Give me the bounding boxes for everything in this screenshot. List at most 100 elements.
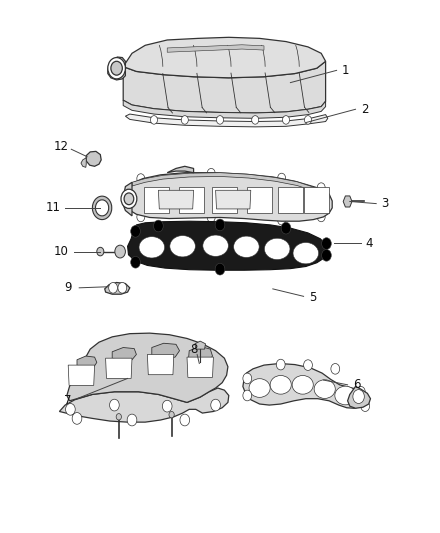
- Circle shape: [150, 116, 158, 124]
- Text: 5: 5: [309, 291, 316, 304]
- Circle shape: [115, 245, 125, 258]
- Ellipse shape: [234, 236, 259, 257]
- Text: 8: 8: [190, 343, 197, 356]
- Circle shape: [72, 413, 82, 424]
- Circle shape: [317, 183, 325, 192]
- Text: 2: 2: [361, 103, 369, 116]
- Circle shape: [118, 282, 127, 293]
- Text: 11: 11: [45, 201, 60, 214]
- Circle shape: [353, 390, 364, 403]
- Ellipse shape: [314, 379, 335, 399]
- Polygon shape: [128, 221, 326, 270]
- Polygon shape: [124, 173, 332, 221]
- Polygon shape: [77, 356, 97, 369]
- Circle shape: [169, 411, 174, 418]
- Circle shape: [162, 400, 172, 412]
- Polygon shape: [167, 166, 194, 173]
- Circle shape: [124, 193, 134, 205]
- Polygon shape: [212, 187, 237, 213]
- Circle shape: [215, 263, 225, 275]
- Ellipse shape: [270, 375, 291, 394]
- Text: 6: 6: [352, 378, 360, 391]
- Circle shape: [127, 414, 137, 426]
- Circle shape: [116, 414, 121, 420]
- Text: 1: 1: [341, 64, 349, 77]
- Circle shape: [243, 390, 252, 401]
- Polygon shape: [123, 37, 326, 78]
- Ellipse shape: [249, 378, 270, 398]
- Polygon shape: [112, 348, 136, 361]
- Polygon shape: [179, 187, 204, 213]
- Ellipse shape: [203, 235, 228, 256]
- Polygon shape: [247, 187, 272, 213]
- Ellipse shape: [293, 243, 319, 264]
- Polygon shape: [122, 182, 132, 216]
- Text: 4: 4: [366, 237, 374, 249]
- Circle shape: [137, 174, 145, 183]
- Circle shape: [322, 249, 331, 261]
- Polygon shape: [123, 100, 326, 118]
- Circle shape: [276, 359, 285, 370]
- Circle shape: [181, 116, 188, 124]
- Polygon shape: [68, 365, 95, 385]
- Circle shape: [356, 386, 365, 397]
- Polygon shape: [123, 61, 326, 113]
- Text: 10: 10: [54, 245, 69, 258]
- Polygon shape: [132, 173, 329, 198]
- Ellipse shape: [292, 375, 313, 394]
- Circle shape: [137, 212, 145, 222]
- Polygon shape: [158, 190, 194, 209]
- Circle shape: [252, 116, 259, 124]
- Circle shape: [243, 373, 252, 384]
- Ellipse shape: [264, 238, 290, 260]
- Circle shape: [278, 173, 286, 183]
- Circle shape: [131, 225, 140, 237]
- Circle shape: [207, 213, 215, 222]
- Circle shape: [97, 247, 104, 256]
- Polygon shape: [125, 114, 328, 127]
- Polygon shape: [144, 187, 169, 213]
- Polygon shape: [195, 341, 205, 349]
- Circle shape: [322, 238, 331, 249]
- Circle shape: [211, 399, 220, 411]
- Text: 7: 7: [64, 394, 72, 407]
- Circle shape: [304, 360, 312, 370]
- Polygon shape: [106, 358, 132, 378]
- Polygon shape: [216, 190, 251, 209]
- Ellipse shape: [335, 386, 356, 405]
- Polygon shape: [188, 346, 213, 365]
- Polygon shape: [108, 57, 125, 80]
- Circle shape: [109, 282, 117, 293]
- Circle shape: [180, 414, 190, 426]
- Polygon shape: [105, 282, 130, 294]
- Polygon shape: [243, 364, 366, 408]
- Polygon shape: [59, 388, 229, 422]
- Circle shape: [278, 215, 286, 225]
- Circle shape: [66, 403, 75, 415]
- Circle shape: [331, 364, 340, 374]
- Text: 3: 3: [381, 197, 389, 210]
- Polygon shape: [67, 333, 228, 402]
- Polygon shape: [152, 343, 180, 359]
- Circle shape: [281, 222, 291, 234]
- Circle shape: [131, 256, 140, 268]
- Polygon shape: [167, 45, 264, 52]
- Polygon shape: [278, 187, 303, 213]
- Circle shape: [207, 168, 215, 178]
- Polygon shape: [343, 196, 352, 207]
- Circle shape: [110, 399, 119, 411]
- Text: 9: 9: [64, 281, 72, 294]
- Circle shape: [154, 220, 163, 232]
- Circle shape: [317, 212, 325, 222]
- Circle shape: [108, 58, 125, 79]
- Polygon shape: [304, 187, 329, 213]
- Circle shape: [215, 219, 225, 231]
- Polygon shape: [187, 357, 213, 377]
- Circle shape: [282, 116, 290, 124]
- Polygon shape: [81, 158, 86, 167]
- Circle shape: [361, 401, 370, 411]
- Polygon shape: [348, 386, 370, 408]
- Circle shape: [121, 189, 137, 208]
- Polygon shape: [147, 354, 174, 375]
- Circle shape: [111, 61, 122, 75]
